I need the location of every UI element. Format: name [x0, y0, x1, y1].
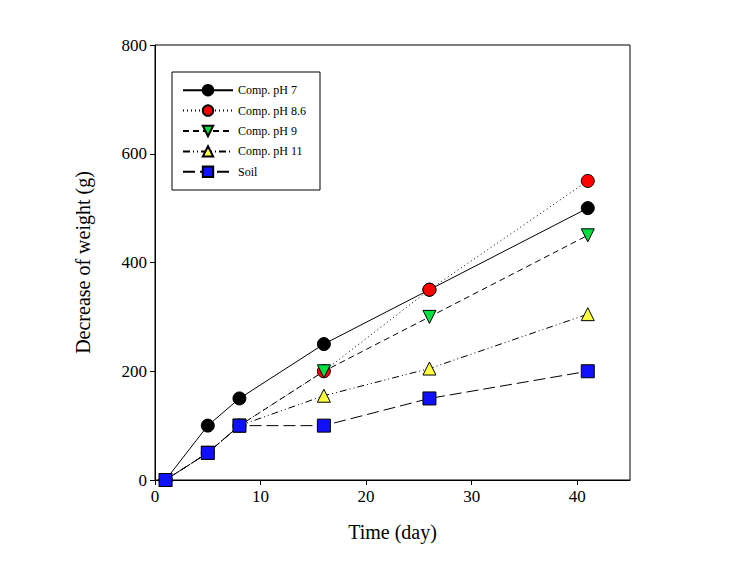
svg-text:30: 30	[463, 487, 480, 506]
svg-text:10: 10	[252, 487, 269, 506]
svg-text:Comp. pH 8.6: Comp. pH 8.6	[238, 104, 306, 118]
svg-text:800: 800	[122, 36, 148, 55]
svg-text:Decrease of weight (g): Decrease of weight (g)	[72, 171, 95, 354]
svg-text:200: 200	[122, 362, 148, 381]
svg-text:0: 0	[139, 471, 148, 490]
svg-text:600: 600	[122, 144, 148, 163]
svg-text:0: 0	[151, 487, 160, 506]
svg-text:Comp. pH 11: Comp. pH 11	[238, 144, 303, 158]
svg-text:Comp. pH 7: Comp. pH 7	[238, 83, 297, 97]
svg-text:20: 20	[358, 487, 375, 506]
svg-text:400: 400	[122, 253, 148, 272]
svg-text:Time (day): Time (day)	[348, 521, 437, 544]
svg-text:40: 40	[569, 487, 586, 506]
svg-text:Soil: Soil	[238, 165, 258, 179]
svg-text:Comp. pH 9: Comp. pH 9	[238, 124, 297, 138]
